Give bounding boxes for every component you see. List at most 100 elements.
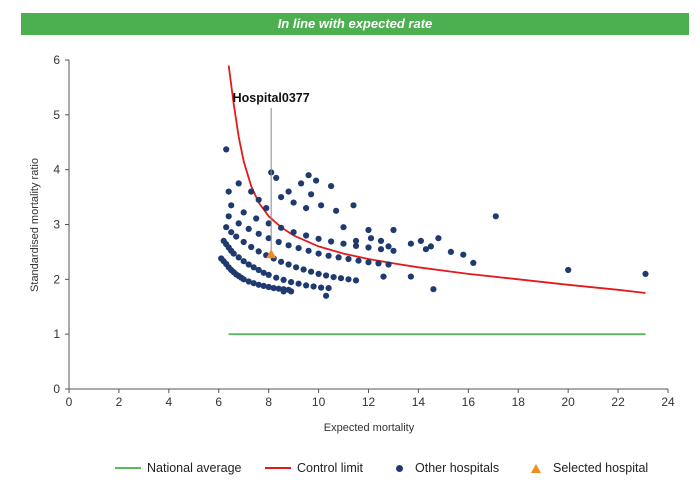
x-tick-label: 24 [661,395,675,409]
other-hospital-point [642,270,649,277]
x-tick-label: 6 [215,395,222,409]
other-hospital-point [318,202,325,209]
other-hospital-point [303,205,310,212]
legend-label-control-limit: Control limit [297,461,363,475]
other-hospital-point [350,202,357,209]
other-hospital-point [422,246,429,253]
legend-item-other-hospitals: Other hospitals [396,458,499,478]
other-hospital-point [315,235,322,242]
status-banner: In line with expected rate [21,13,689,35]
other-hospital-point [253,215,260,222]
other-hospital-point [352,277,360,284]
other-hospital-point [365,226,372,234]
other-hospital-point [330,274,337,281]
other-hospital-point [233,233,240,240]
other-hospital-point [250,280,257,287]
legend-swatch-selected-hospital [531,463,541,473]
x-tick-label: 10 [312,395,326,409]
other-hospital-point [285,242,292,249]
control-limit-line [227,65,646,294]
other-hospital-point [273,274,280,281]
legend-item-control-limit: Control limit [265,458,363,478]
y-tick-label: 1 [53,327,60,341]
other-hospital-point [250,264,257,271]
other-hospital-point [245,225,252,232]
legend-label-selected-hospital: Selected hospital [553,461,649,475]
other-hospital-point [228,229,235,236]
other-hospital-point [308,268,315,275]
y-tick-label: 2 [53,272,60,286]
other-hospital-point [260,282,267,289]
other-hospital-point [290,229,297,236]
other-hospital-point [565,266,572,274]
other-hospital-point [430,286,437,293]
other-hospital-point [245,261,252,268]
other-hospital-point [288,279,295,286]
other-hospital-point [335,254,342,261]
x-tick-label: 12 [362,395,376,409]
other-hospital-point [248,243,255,251]
y-tick-label: 6 [53,53,60,67]
other-hospital-point [225,213,232,220]
other-hospital-point [230,250,237,257]
other-hospital-point [318,284,325,291]
x-tick-label: 8 [265,395,272,409]
legend-item-selected-hospital: Selected hospital [531,458,648,478]
other-hospital-point [365,259,372,266]
other-hospital-point [288,288,295,295]
other-hospital-point [337,275,345,282]
y-axis-label: Standardised mortality ratio [29,158,41,292]
other-hospital-point [305,247,312,254]
legend-label-national-average: National average [147,461,242,475]
y-tick-label: 3 [53,218,60,232]
x-tick-label: 16 [462,395,476,409]
other-hospital-point [223,146,230,153]
other-hospital-point [280,276,287,283]
other-hospital-point [265,235,272,242]
annotation-label: Hospital0377 [233,91,310,105]
other-hospital-point [295,280,302,287]
other-hospital-point [260,269,267,276]
other-hospital-point [285,188,292,195]
status-banner-text: In line with expected rate [277,16,433,31]
other-hospital-point [255,266,262,274]
x-tick-label: 22 [611,395,625,409]
x-tick-label: 20 [561,395,575,409]
other-hospital-point [278,258,285,265]
selected-hospital-point [266,249,277,259]
other-hospital-point [270,285,277,292]
other-hospital-point [313,177,320,184]
other-hospital-point [245,278,252,285]
other-hospital-point [278,224,285,231]
other-hospital-point [380,273,387,280]
other-hospital-point [240,258,247,265]
other-hospital-point [235,254,242,261]
other-hospital-point [265,283,272,291]
other-hospital-point [275,238,282,246]
other-hospital-point [290,199,297,206]
x-axis-label: Expected mortality [324,422,415,434]
other-hospital-point [390,226,397,234]
other-hospital-point [340,224,347,231]
other-hospital-point [255,248,262,255]
other-hospital-point [365,244,372,251]
other-hospital-point [407,240,414,247]
other-hospital-point [355,257,362,264]
other-hospital-point [315,270,322,277]
other-hospital-point [385,261,392,268]
other-hospital-point [285,261,292,268]
other-hospital-point [447,248,454,255]
other-hospital-point [352,237,360,244]
other-hospital-point [340,240,347,247]
other-hospital-point [308,191,315,198]
other-hospital-point [375,260,382,267]
legend-item-national-average: National average [115,458,242,478]
other-hospital-point [352,242,360,249]
other-hospital-point [305,172,312,179]
other-hospital-point [390,247,397,254]
other-hospital-point [240,209,247,216]
other-hospital-point [235,180,242,187]
x-tick-label: 2 [116,395,123,409]
other-hospital-point [325,252,332,259]
